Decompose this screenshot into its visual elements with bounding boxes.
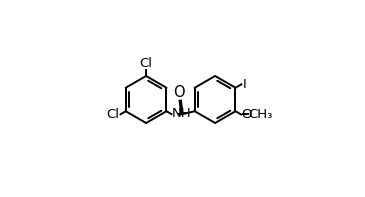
Text: I: I: [242, 78, 246, 91]
Text: Cl: Cl: [139, 57, 153, 70]
Text: NH: NH: [172, 107, 192, 120]
Text: CH₃: CH₃: [248, 108, 273, 121]
Text: Cl: Cl: [107, 108, 120, 121]
Text: O: O: [242, 108, 252, 121]
Text: O: O: [173, 85, 185, 100]
